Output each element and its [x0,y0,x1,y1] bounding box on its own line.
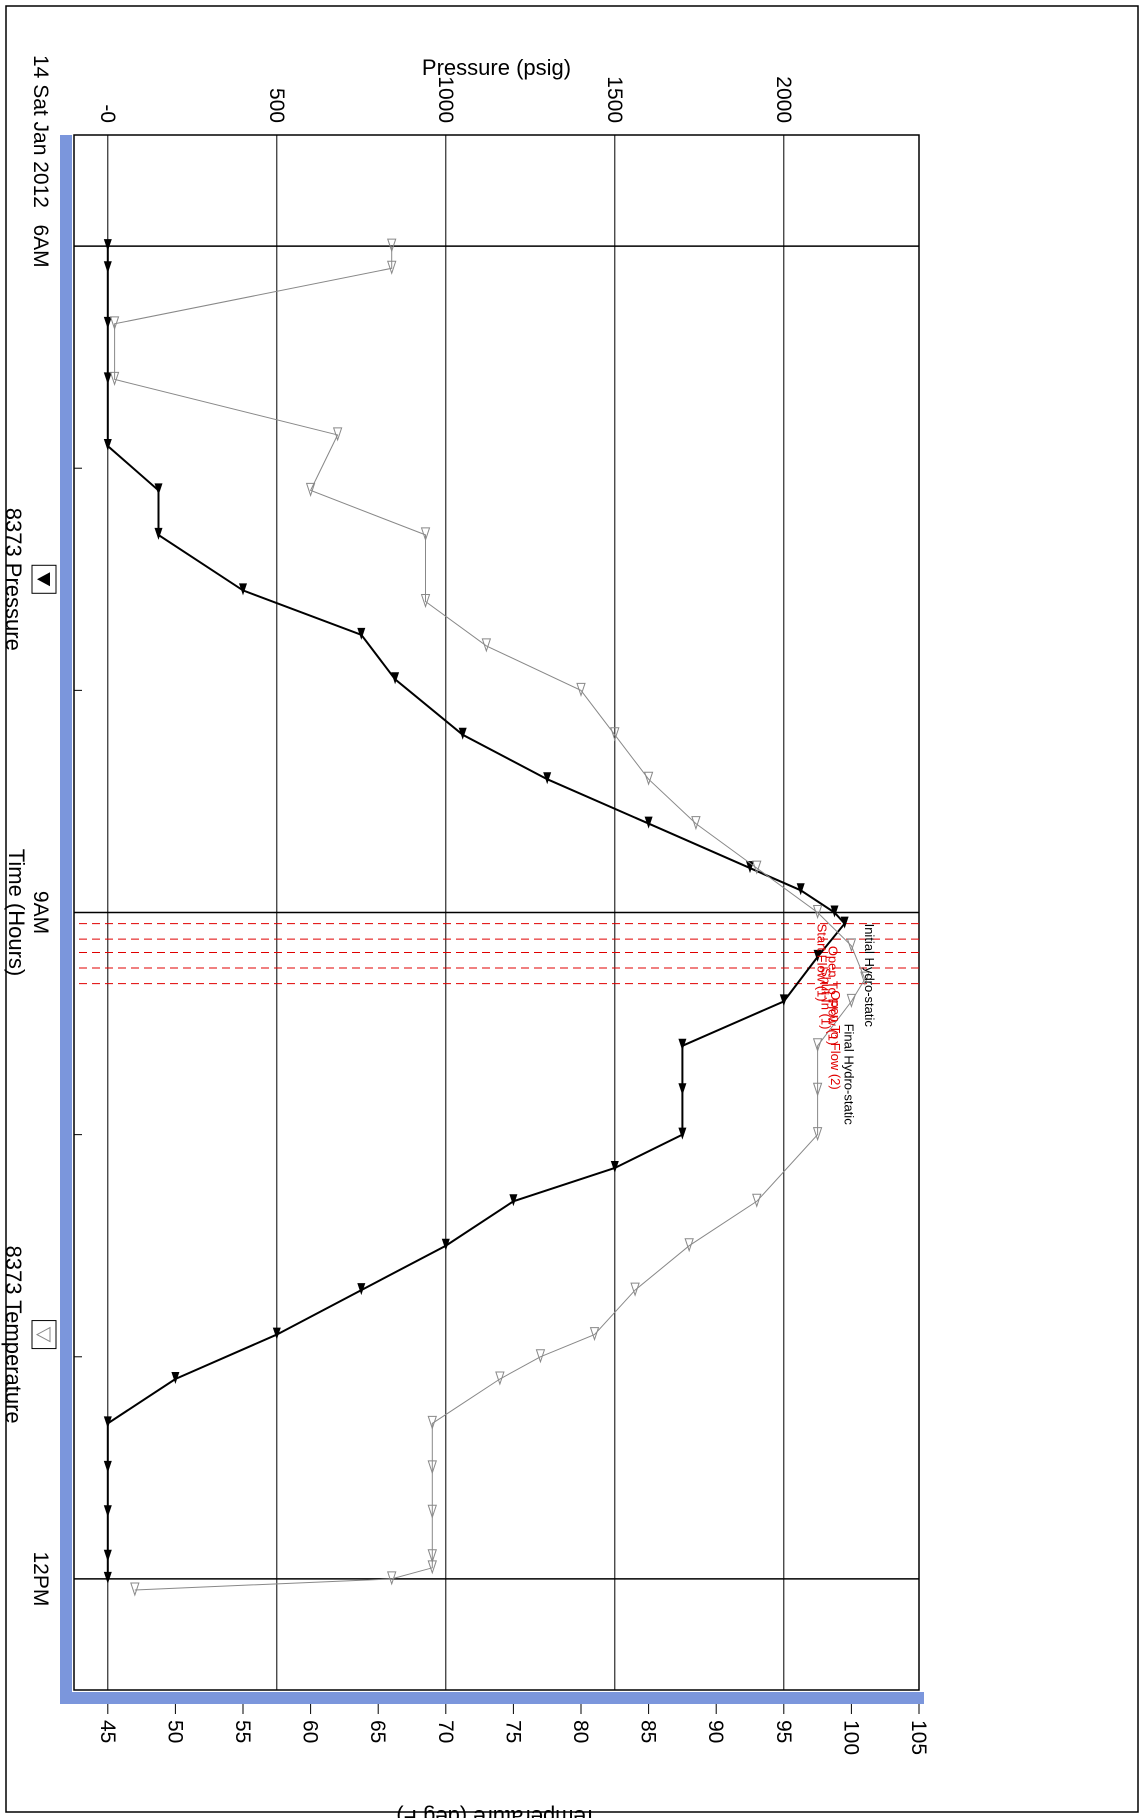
temperature-tick-label: 50 [163,1720,186,1743]
pressure-tick-label: 1500 [603,76,626,123]
temperature-tick-label: 60 [299,1720,322,1743]
temperature-tick-label: 70 [434,1720,457,1743]
legend-label: 8373 Pressure [1,508,26,651]
time-axis-bar [60,135,72,1698]
temperature-tick-label: 95 [772,1720,795,1743]
temperature-tick-label: 90 [704,1720,727,1743]
temperature-tick-label: 80 [569,1720,592,1743]
time-axis-title: Time (Hours) [4,849,29,977]
temperature-axis-bar [60,1692,924,1704]
temperature-tick-label: 100 [839,1720,862,1755]
temperature-tick-label: 55 [231,1720,254,1743]
time-tick-label: 6AM [29,224,52,267]
pressure-axis-title: Pressure (psig) [422,55,571,80]
legend-box [32,1321,56,1349]
legend-label: 8373 Temperature [1,1245,26,1423]
rotated-plot-group: -0 500 1000 1500 2000 Pressure (psig) 6AM 9AM 12… [1,55,930,1818]
temperature-tick-label: 45 [96,1720,119,1743]
pressure-tick-label: 500 [265,88,288,123]
pressure-tick-label: -0 [96,104,119,123]
plot-layer: -0 500 1000 1500 2000 Pressure (psig) 6AM 9AM 12… [1,55,930,1818]
temperature-tick-label: 85 [637,1720,660,1743]
pressure-tick-label: 1000 [434,76,457,123]
pressure-tick-label: 2000 [772,76,795,123]
annotation-label: Initial Hydro-static [862,924,877,1028]
annotation-label: Open To Flow (2) [828,990,843,1089]
time-tick-label: 12PM [29,1551,52,1606]
temperature-axis-title: Temperature (deg F) [396,1805,597,1818]
time-tick-label: 9AM [29,891,52,934]
temperature-tick-label: 75 [501,1720,524,1743]
temperature-tick-label: 65 [366,1720,389,1743]
temperature-tick-label: 105 [907,1720,930,1755]
date-label: 14 Sat Jan 2012 [29,55,52,208]
